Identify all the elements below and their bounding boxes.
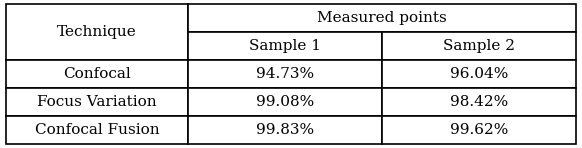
- Text: Confocal: Confocal: [63, 67, 131, 81]
- Text: Confocal Fusion: Confocal Fusion: [35, 123, 159, 137]
- Bar: [189, 60, 382, 88]
- Text: 99.83%: 99.83%: [256, 123, 314, 137]
- Bar: [6, 60, 189, 88]
- Text: 98.42%: 98.42%: [450, 95, 508, 109]
- Bar: [6, 4, 189, 60]
- Text: 99.08%: 99.08%: [256, 95, 314, 109]
- Text: Sample 1: Sample 1: [249, 39, 321, 53]
- Text: 94.73%: 94.73%: [256, 67, 314, 81]
- Bar: [189, 116, 382, 144]
- Text: 96.04%: 96.04%: [450, 67, 509, 81]
- Bar: [382, 60, 576, 88]
- Bar: [382, 88, 576, 116]
- Text: 99.62%: 99.62%: [450, 123, 509, 137]
- Text: Measured points: Measured points: [317, 11, 447, 25]
- Bar: [189, 32, 382, 60]
- Bar: [6, 116, 189, 144]
- Text: Technique: Technique: [57, 25, 137, 39]
- Bar: [189, 4, 576, 32]
- Bar: [6, 88, 189, 116]
- Text: Focus Variation: Focus Variation: [37, 95, 157, 109]
- Bar: [382, 32, 576, 60]
- Bar: [382, 116, 576, 144]
- Bar: [189, 88, 382, 116]
- Text: Sample 2: Sample 2: [443, 39, 515, 53]
